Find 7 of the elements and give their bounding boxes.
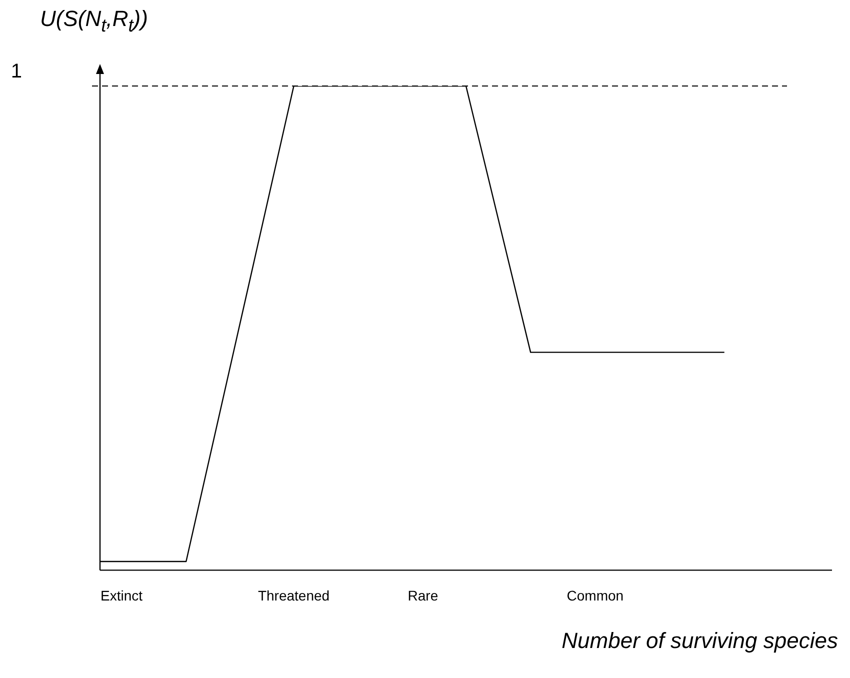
ref-line-label: 1 xyxy=(10,60,22,83)
x-tick-label: Threatened xyxy=(258,587,330,604)
x-axis-title: Number of surviving species xyxy=(562,628,838,654)
x-tick-label: Rare xyxy=(408,587,438,604)
y-axis-title: U(S(N$_{t}$,R$_{t}$)) xyxy=(40,6,148,36)
x-tick-label: Common xyxy=(566,587,624,604)
x-tick-label: Extinct xyxy=(100,587,143,604)
